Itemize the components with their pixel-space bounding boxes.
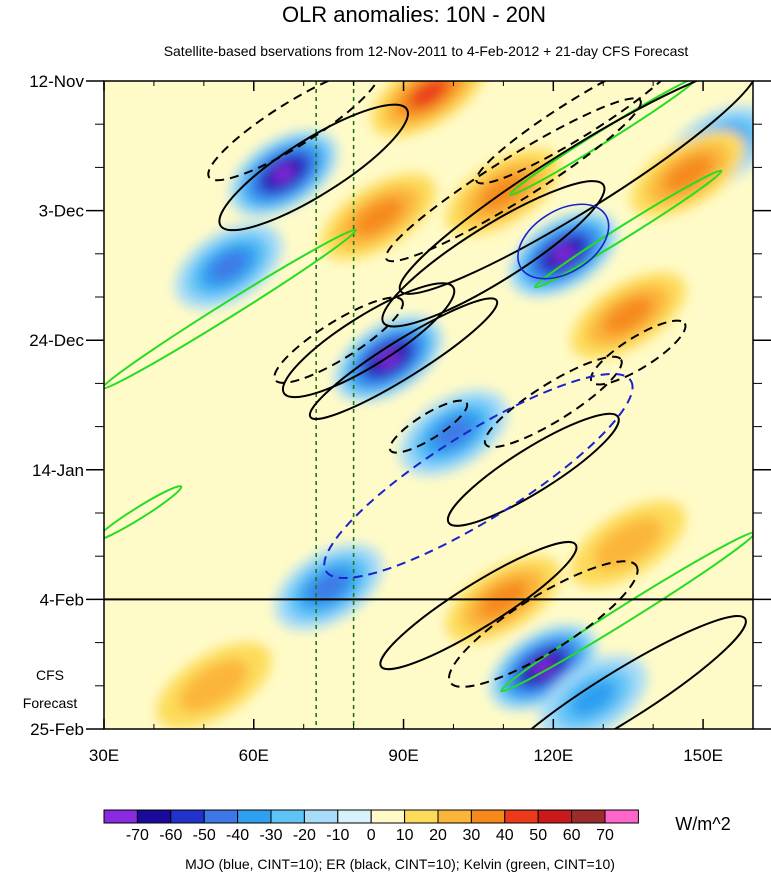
positive-anomaly-patch bbox=[603, 296, 653, 335]
x-tick-label: 60E bbox=[239, 746, 269, 765]
colorbar-label: -70 bbox=[126, 827, 149, 844]
colorbar-cell bbox=[404, 809, 439, 824]
colorbar-label: 10 bbox=[396, 827, 414, 844]
colorbar-label: -20 bbox=[293, 827, 316, 844]
negative-anomaly-patch bbox=[310, 572, 347, 602]
er-contour-positive bbox=[489, 615, 747, 729]
er-contour-positive bbox=[218, 103, 409, 232]
colorbar-label: 30 bbox=[463, 827, 481, 844]
kelvin-contour bbox=[533, 169, 723, 289]
negative-anomaly-patch bbox=[532, 658, 555, 676]
negative-anomaly-patch bbox=[552, 245, 575, 263]
negative-anomaly-patch bbox=[210, 251, 247, 281]
colorbar-cell bbox=[337, 809, 372, 824]
colorbar-label: 60 bbox=[563, 827, 581, 844]
colorbar-label: -50 bbox=[193, 827, 216, 844]
colorbar-cell bbox=[470, 809, 506, 824]
colorbar-cell bbox=[537, 809, 573, 824]
x-tick-label: 120E bbox=[533, 746, 573, 765]
axes: 30E 60E 90E 120E 150E 12-Nov 3-Dec 24-Dec 14-Jan… bbox=[29, 72, 771, 765]
colorbar-label: 20 bbox=[429, 827, 447, 844]
colorbar-label: -40 bbox=[226, 827, 249, 844]
negative-anomaly-patch bbox=[377, 350, 400, 368]
positive-anomaly-patch bbox=[179, 659, 249, 712]
er-contour-negative bbox=[448, 560, 639, 688]
y-tick-label: 4-Feb bbox=[40, 590, 84, 609]
er-contour-negative bbox=[384, 97, 642, 263]
x-tick-label: 90E bbox=[388, 746, 418, 765]
colorbar-cell bbox=[237, 809, 272, 824]
forecast-label-line2: Forecast bbox=[23, 695, 78, 711]
positive-anomaly-patch bbox=[409, 81, 448, 108]
y-tick-label: 3-Dec bbox=[39, 202, 85, 221]
er-contour-positive bbox=[379, 541, 578, 671]
positive-anomaly-patch bbox=[593, 517, 663, 570]
colorbar-label: -10 bbox=[326, 827, 349, 844]
colorbar-cell bbox=[136, 809, 172, 824]
er-contour-negative bbox=[589, 319, 687, 386]
er-contour-positive bbox=[281, 282, 456, 399]
colorbar-unit: W/m^2 bbox=[675, 814, 730, 834]
colorbar-cell bbox=[370, 809, 406, 824]
colorbar-cell bbox=[203, 809, 239, 824]
colorbar-cell bbox=[103, 809, 138, 824]
y-tick-label: 14-Jan bbox=[32, 461, 84, 480]
kelvin-contour bbox=[500, 531, 753, 693]
positive-anomaly-patch bbox=[663, 155, 713, 193]
colorbar-label: -60 bbox=[159, 827, 182, 844]
chart-title: OLR anomalies: 10N - 20N bbox=[282, 2, 546, 27]
er-contour-positive bbox=[446, 412, 620, 527]
colorbar-cell bbox=[303, 809, 339, 824]
colorbar-label: -30 bbox=[259, 827, 282, 844]
er-contour-negative bbox=[273, 296, 404, 384]
er-contour-negative bbox=[475, 81, 682, 185]
colorbar-cell bbox=[270, 809, 305, 824]
wave-contours bbox=[104, 81, 753, 729]
kelvin-contour bbox=[104, 228, 357, 390]
negative-anomaly-patch bbox=[435, 418, 472, 448]
er-contour-negative bbox=[483, 355, 623, 449]
forecast-label-line1: CFS bbox=[36, 667, 64, 683]
colorbar-cell bbox=[437, 809, 472, 824]
colorbar: -70 -60 -50 -40 -30 -20 -10 0 10 20 30 40 50 60 70 bbox=[103, 809, 639, 844]
y-tick-label: 25-Feb bbox=[30, 720, 84, 739]
chart-subtitle: Satellite-based bservations from 12-Nov-… bbox=[164, 43, 689, 59]
colorbar-label: 70 bbox=[596, 827, 614, 844]
er-contour-positive bbox=[308, 297, 499, 420]
colorbar-cell bbox=[170, 809, 205, 824]
positive-anomaly-patch bbox=[353, 198, 404, 236]
plot-frame bbox=[103, 80, 754, 730]
contour-footnote: MJO (blue, CINT=10); ER (black, CINT=10)… bbox=[185, 856, 615, 872]
kelvin-contour bbox=[104, 485, 183, 541]
y-tick-label: 12-Nov bbox=[29, 72, 84, 91]
x-tick-label: 150E bbox=[683, 746, 723, 765]
y-tick-label: 24-Dec bbox=[29, 331, 84, 350]
negative-anomaly-patch bbox=[272, 165, 295, 183]
colorbar-label: 40 bbox=[496, 827, 514, 844]
mjo-contour-negative bbox=[323, 372, 634, 580]
colorbar-cell bbox=[504, 809, 539, 824]
colorbar-label: 50 bbox=[529, 827, 547, 844]
reference-longitude-lines bbox=[315, 81, 355, 729]
mjo-contour-positive bbox=[517, 203, 610, 280]
x-tick-label: 30E bbox=[89, 746, 119, 765]
er-contour-negative bbox=[207, 81, 381, 182]
colorbar-cell bbox=[604, 809, 639, 824]
colorbar-label: 0 bbox=[367, 827, 376, 844]
er-contour-positive bbox=[381, 180, 606, 328]
colorbar-cell bbox=[571, 809, 606, 824]
negative-anomaly-patch bbox=[570, 679, 617, 717]
